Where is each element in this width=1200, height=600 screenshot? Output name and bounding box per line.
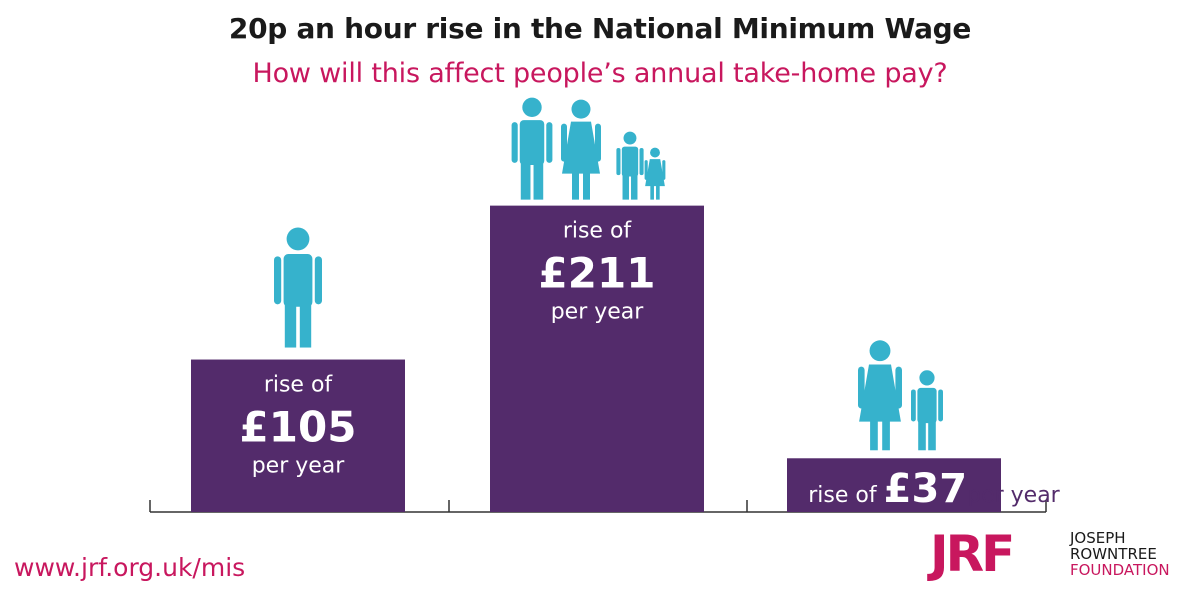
figure-arm bbox=[595, 123, 601, 162]
figure-head bbox=[522, 97, 542, 118]
woman-icon bbox=[858, 340, 902, 451]
bar-label-amount: £37 bbox=[884, 466, 968, 512]
figure-torso bbox=[917, 387, 937, 424]
bar-label-prefix: rise of bbox=[808, 483, 883, 508]
chart-title: 20p an hour rise in the National Minimum… bbox=[228, 12, 972, 45]
figure-arm bbox=[274, 256, 282, 305]
logo-line-1: JOSEPH bbox=[1070, 529, 1126, 547]
figure-leg bbox=[631, 175, 638, 200]
figure-dress bbox=[645, 159, 665, 187]
figure-torso bbox=[283, 253, 313, 307]
figure-leg bbox=[299, 304, 312, 348]
figure-head bbox=[623, 131, 637, 145]
figure-leg bbox=[284, 304, 297, 348]
figure-arm bbox=[858, 366, 865, 409]
figure-arm bbox=[662, 160, 666, 180]
figure-leg bbox=[870, 419, 878, 451]
figure-leg bbox=[583, 171, 590, 200]
figure-leg bbox=[572, 171, 579, 200]
logo-line-3: FOUNDATION bbox=[1070, 561, 1170, 579]
website-link[interactable]: www.jrf.org.uk/mis bbox=[14, 553, 246, 582]
boy-icon bbox=[616, 131, 644, 200]
figures-group-1 bbox=[274, 227, 322, 348]
figure-head bbox=[650, 147, 660, 158]
figure-arm bbox=[911, 389, 916, 422]
figure-arm bbox=[314, 256, 322, 305]
figure-arm bbox=[938, 389, 943, 422]
man-icon bbox=[274, 227, 322, 348]
bar-label-prefix: rise of bbox=[264, 373, 334, 398]
logo-mark: JRF bbox=[930, 525, 1015, 583]
logo-line-2: ROWNTREE bbox=[1070, 545, 1157, 563]
figure-torso bbox=[519, 120, 545, 165]
bar-2 bbox=[490, 205, 704, 513]
figure-arm bbox=[639, 147, 644, 176]
man-icon bbox=[511, 97, 553, 200]
figure-leg bbox=[650, 185, 654, 200]
figures-group-2 bbox=[511, 97, 666, 200]
figure-leg bbox=[918, 421, 926, 451]
figure-arm bbox=[561, 123, 567, 162]
figure-torso bbox=[621, 146, 639, 177]
figure-head bbox=[571, 99, 591, 119]
figure-arm bbox=[895, 366, 902, 409]
bar-label-suffix: per year bbox=[551, 300, 645, 325]
figure-head bbox=[286, 227, 310, 251]
bar-3 bbox=[787, 458, 1001, 512]
figure-head bbox=[919, 370, 935, 386]
chart-subtitle: How will this affect people’s annual tak… bbox=[252, 58, 948, 89]
figure-dress bbox=[859, 364, 901, 422]
bar-label-suffix: per year bbox=[252, 454, 346, 479]
figure-leg bbox=[533, 162, 544, 200]
figures-group-3 bbox=[858, 340, 943, 451]
bar-label-inline: rise of £37per year bbox=[808, 466, 1060, 512]
logo-text: JOSEPH ROWNTREE FOUNDATION bbox=[1070, 530, 1200, 578]
bar-1 bbox=[191, 359, 405, 512]
bar-label-amount: £211 bbox=[539, 249, 656, 298]
figure-dress bbox=[562, 121, 600, 174]
figure-leg bbox=[882, 419, 890, 451]
figure-leg bbox=[656, 185, 660, 200]
bar-label-amount: £105 bbox=[240, 403, 357, 452]
girl-icon bbox=[644, 147, 666, 200]
figure-leg bbox=[520, 162, 531, 200]
woman-icon bbox=[561, 99, 601, 200]
figure-arm bbox=[511, 122, 518, 163]
figure-head bbox=[869, 340, 891, 362]
bar-group-3: rise of £37per year bbox=[787, 458, 1061, 512]
boy-icon bbox=[911, 370, 943, 451]
figure-leg bbox=[928, 421, 936, 451]
figure-arm bbox=[616, 147, 621, 176]
bar-label-prefix: rise of bbox=[563, 219, 633, 244]
figure-leg bbox=[622, 175, 629, 200]
figure-arm bbox=[546, 122, 553, 163]
bar-label-suffix: per year bbox=[967, 483, 1061, 508]
figure-arm bbox=[644, 160, 648, 180]
